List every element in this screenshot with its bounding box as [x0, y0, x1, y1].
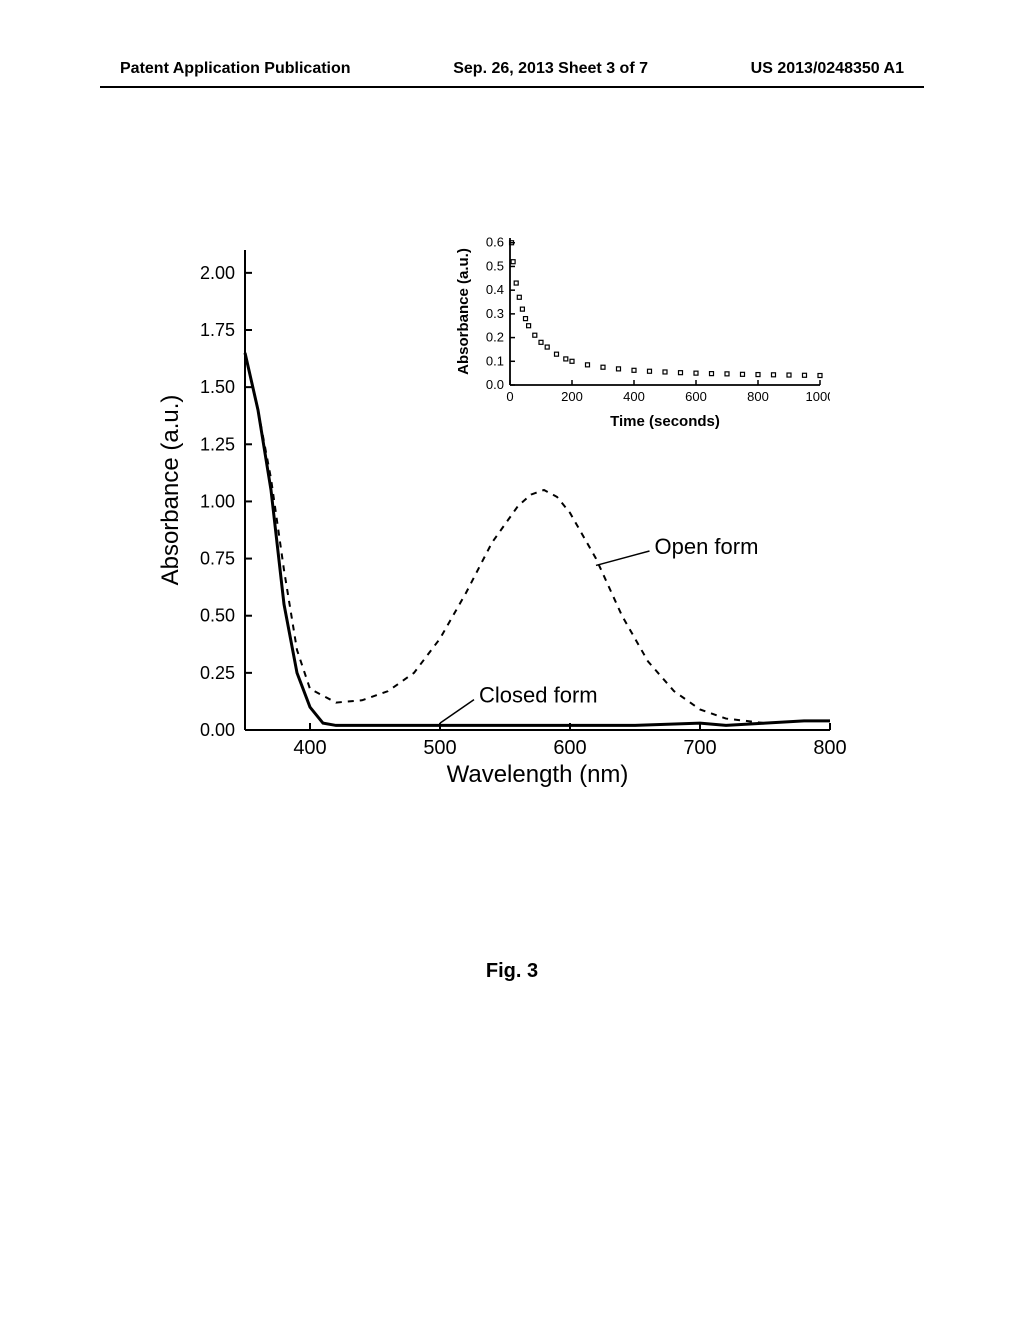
svg-text:0.75: 0.75	[200, 549, 235, 569]
svg-text:1.75: 1.75	[200, 320, 235, 340]
svg-text:1.25: 1.25	[200, 434, 235, 454]
svg-text:2.00: 2.00	[200, 263, 235, 283]
svg-text:1000: 1000	[806, 389, 830, 404]
header-right: US 2013/0248350 A1	[751, 60, 904, 78]
svg-text:Wavelength (nm): Wavelength (nm)	[447, 761, 629, 788]
svg-text:Open form: Open form	[655, 534, 759, 559]
svg-text:0.2: 0.2	[486, 330, 504, 345]
svg-text:400: 400	[293, 737, 326, 759]
inset-chart: 0.0 0.1 0.2 0.3 0.4 0.5 0.6 0 200 400 600 800 1000 Ti…	[450, 230, 830, 430]
figure-caption: Fig. 3	[0, 960, 1024, 983]
page-header: Patent Application Publication Sep. 26, …	[0, 60, 1024, 78]
svg-text:0.4: 0.4	[486, 282, 504, 297]
svg-text:200: 200	[561, 389, 583, 404]
svg-text:600: 600	[685, 389, 707, 404]
svg-text:700: 700	[683, 737, 716, 759]
svg-text:Absorbance (a.u.): Absorbance (a.u.)	[157, 395, 184, 586]
svg-text:0: 0	[506, 389, 513, 404]
svg-text:1.50: 1.50	[200, 377, 235, 397]
svg-text:Closed form: Closed form	[479, 683, 598, 708]
svg-text:400: 400	[623, 389, 645, 404]
header-center: Sep. 26, 2013 Sheet 3 of 7	[453, 60, 648, 78]
svg-text:0.3: 0.3	[486, 306, 504, 321]
svg-text:0.00: 0.00	[200, 720, 235, 740]
svg-text:800: 800	[747, 389, 769, 404]
header-left: Patent Application Publication	[120, 60, 351, 78]
svg-text:0.1: 0.1	[486, 353, 504, 368]
svg-text:500: 500	[423, 737, 456, 759]
svg-text:Absorbance (a.u.): Absorbance (a.u.)	[455, 248, 472, 375]
svg-text:Time (seconds): Time (seconds)	[610, 413, 720, 430]
svg-text:600: 600	[553, 737, 586, 759]
svg-text:0.0: 0.0	[486, 377, 504, 392]
svg-text:1.00: 1.00	[200, 491, 235, 511]
header-rule	[100, 86, 924, 88]
svg-text:0.25: 0.25	[200, 663, 235, 683]
svg-text:0.5: 0.5	[486, 258, 504, 273]
svg-text:0.6: 0.6	[486, 235, 504, 250]
svg-text:0.50: 0.50	[200, 606, 235, 626]
svg-text:800: 800	[813, 737, 846, 759]
